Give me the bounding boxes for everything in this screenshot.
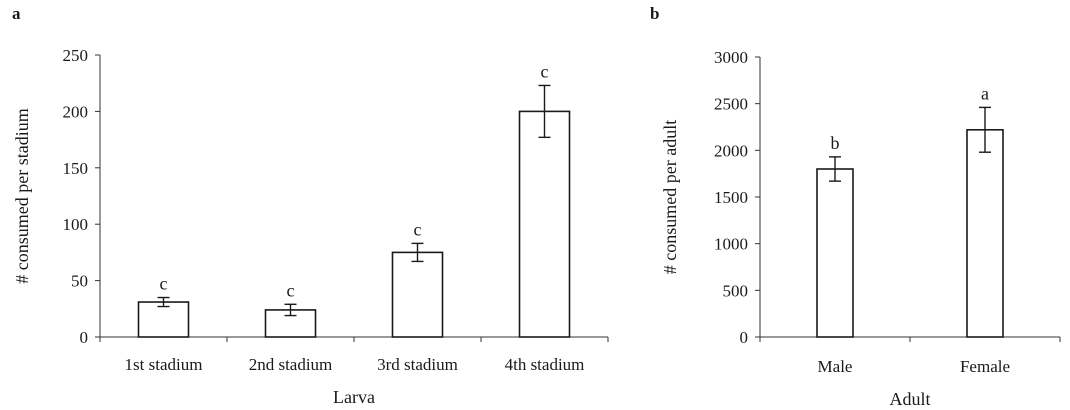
category-label: 3rd stadium (377, 355, 458, 374)
category-label: Male (818, 357, 853, 376)
bar-chart-larva: 0 50 100 150 200 250 c 1st stadium c 2nd stadium c… (12, 46, 609, 407)
significance-letter: c (287, 280, 295, 300)
category-label: 2nd stadium (249, 355, 333, 374)
y-tick-label: 150 (63, 159, 89, 178)
bar (518, 110, 571, 338)
y-tick-label: 0 (740, 328, 749, 347)
y-tick-label: 200 (63, 102, 89, 121)
significance-letter: c (414, 219, 422, 239)
y-tick-label: 3000 (714, 48, 748, 67)
bar (816, 168, 854, 338)
y-tick-label: 500 (723, 281, 749, 300)
x-axis-title: Adult (889, 389, 930, 409)
category-label: 4th stadium (505, 355, 585, 374)
x-axis-title: Larva (333, 387, 375, 407)
y-tick-label: 250 (63, 46, 89, 65)
significance-letter: c (160, 274, 168, 294)
bar (391, 251, 444, 338)
bar-chart-adult: 0 500 1000 1500 2000 2500 3000 b Male a Female Adul… (660, 48, 1061, 409)
y-tick-label: 1500 (714, 188, 748, 207)
panel-label-b: b (650, 4, 660, 23)
panel-label-a: a (12, 4, 21, 23)
y-tick-label: 1000 (714, 235, 748, 254)
bar (966, 129, 1004, 338)
y-tick-label: 2500 (714, 95, 748, 114)
y-tick-label: 100 (63, 215, 89, 234)
significance-letter: b (831, 133, 840, 153)
y-axis-title: # consumed per adult (660, 120, 680, 274)
chart-panel-a: a 0 50 100 150 200 250 c 1st stadium c 2nd stadiu… (12, 4, 609, 407)
category-label: Female (960, 357, 1010, 376)
chart-panel-b: b 0 500 1000 1500 2000 2500 3000 b Male a Female Ad… (620, 0, 1070, 410)
y-axis-title: # consumed per stadium (12, 108, 32, 283)
y-tick-label: 2000 (714, 141, 748, 160)
bar (137, 301, 190, 338)
significance-letter: a (981, 83, 989, 103)
y-tick-label: 50 (71, 272, 88, 291)
category-label: 1st stadium (125, 355, 203, 374)
significance-letter: c (541, 61, 549, 81)
y-tick-label: 0 (80, 328, 89, 347)
